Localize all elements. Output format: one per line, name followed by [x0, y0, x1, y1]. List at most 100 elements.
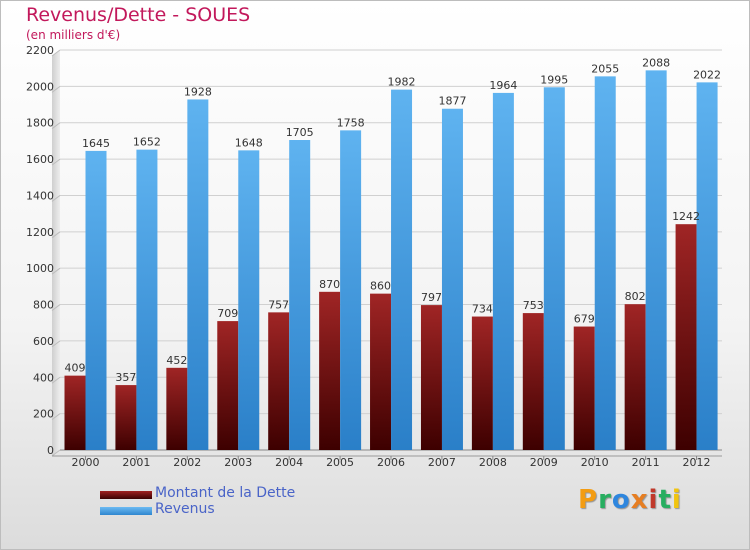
data-label-dette: 709 — [217, 307, 238, 320]
y-tick-label: 200 — [33, 408, 54, 421]
logo-letter: i — [671, 485, 682, 515]
bar-dette — [268, 312, 290, 450]
gridline-wall — [51, 340, 61, 348]
y-tick-label: 1600 — [26, 153, 54, 166]
gridline-wall — [51, 449, 61, 457]
bar-revenus — [391, 89, 413, 451]
logo-letter: o — [611, 485, 631, 515]
data-label-revenus: 1648 — [235, 136, 263, 149]
x-tick-label: 2000 — [71, 456, 99, 469]
x-tick-label: 2008 — [479, 456, 507, 469]
bar-revenus — [187, 99, 209, 451]
bar-dette — [370, 293, 392, 450]
x-tick-label: 2009 — [530, 456, 558, 469]
logo-letter: r — [598, 485, 612, 515]
gridline-wall — [51, 158, 61, 166]
bar-dette — [319, 291, 341, 450]
y-tick-label: 2000 — [26, 80, 54, 93]
data-label-revenus: 1877 — [438, 95, 466, 108]
data-label-dette: 860 — [370, 280, 391, 293]
legend-label-revenus: Revenus — [155, 501, 215, 517]
x-tick-label: 2004 — [275, 456, 303, 469]
bar-dette — [217, 321, 239, 450]
data-label-revenus: 1652 — [133, 136, 161, 149]
bar-revenus — [594, 76, 616, 450]
bar-dette — [115, 385, 137, 450]
data-label-revenus: 1995 — [540, 73, 568, 86]
bar-revenus — [543, 87, 565, 450]
gridline-wall — [51, 376, 61, 384]
proxiti-logo: Proxiti — [578, 485, 682, 515]
bar-dette — [675, 224, 697, 450]
bar-revenus — [696, 82, 718, 450]
gridline-wall — [51, 122, 61, 130]
data-label-revenus: 2022 — [693, 68, 721, 81]
data-label-dette: 1242 — [672, 210, 700, 223]
y-tick-label: 1000 — [26, 262, 54, 275]
data-label-dette: 679 — [574, 313, 595, 326]
x-tick-label: 2012 — [683, 456, 711, 469]
x-tick-label: 2001 — [122, 456, 150, 469]
bar-revenus — [492, 92, 514, 450]
y-tick-label: 1400 — [26, 189, 54, 202]
x-tick-label: 2002 — [173, 456, 201, 469]
logo-letter: x — [630, 485, 649, 515]
bar-dette — [624, 304, 646, 450]
gridline-wall — [51, 195, 61, 202]
bar-revenus — [136, 149, 158, 451]
bar-revenus — [441, 108, 463, 451]
x-tick-label: 2007 — [428, 456, 456, 469]
bar-revenus — [645, 70, 667, 450]
legend-swatch-dette — [100, 491, 152, 499]
gridline-wall — [51, 267, 61, 275]
x-tick-label: 2006 — [377, 456, 405, 469]
data-label-dette: 753 — [523, 299, 544, 312]
bar-revenus — [238, 150, 260, 450]
x-tick-label: 2003 — [224, 456, 252, 469]
data-label-dette: 870 — [319, 278, 340, 291]
data-label-dette: 734 — [472, 303, 493, 316]
bar-dette — [471, 316, 493, 450]
y-axis-wall — [52, 50, 60, 456]
data-label-revenus: 1964 — [489, 79, 517, 92]
data-label-dette: 797 — [421, 291, 442, 304]
y-tick-label: 1200 — [26, 226, 54, 239]
bar-dette — [64, 375, 86, 450]
gridline-wall — [51, 231, 61, 239]
gridline-wall — [51, 304, 61, 311]
data-label-revenus: 1705 — [286, 126, 314, 139]
legend-swatch-revenus — [100, 507, 152, 515]
bar-dette — [522, 313, 544, 450]
chart-subtitle: (en milliers d'€) — [26, 28, 121, 42]
y-tick-label: 2200 — [26, 44, 54, 57]
data-label-revenus: 1982 — [388, 76, 416, 89]
data-label-dette: 452 — [166, 354, 187, 367]
x-tick-label: 2011 — [632, 456, 660, 469]
y-tick-label: 600 — [33, 335, 54, 348]
y-tick-label: 0 — [47, 444, 54, 457]
data-label-revenus: 1645 — [82, 137, 110, 150]
data-label-dette: 409 — [65, 362, 86, 375]
x-tick-label: 2005 — [326, 456, 354, 469]
data-label-dette: 357 — [115, 371, 136, 384]
y-tick-label: 800 — [33, 299, 54, 312]
logo-letter: t — [658, 485, 672, 515]
legend-label-dette: Montant de la Dette — [155, 485, 296, 501]
y-tick-label: 1800 — [26, 117, 54, 130]
data-label-revenus: 2088 — [642, 56, 670, 69]
logo-letter: P — [578, 485, 599, 515]
bar-dette — [420, 305, 442, 450]
bar-revenus — [85, 150, 107, 450]
data-label-revenus: 2055 — [591, 62, 619, 75]
data-label-dette: 757 — [268, 298, 289, 311]
gridline-wall — [51, 85, 61, 93]
bar-revenus — [340, 130, 362, 450]
bar-dette — [573, 326, 595, 450]
y-tick-label: 400 — [33, 371, 54, 384]
bar-revenus — [289, 140, 311, 450]
bar-dette — [166, 367, 188, 450]
x-tick-label: 2010 — [581, 456, 609, 469]
data-label-dette: 802 — [625, 290, 646, 303]
